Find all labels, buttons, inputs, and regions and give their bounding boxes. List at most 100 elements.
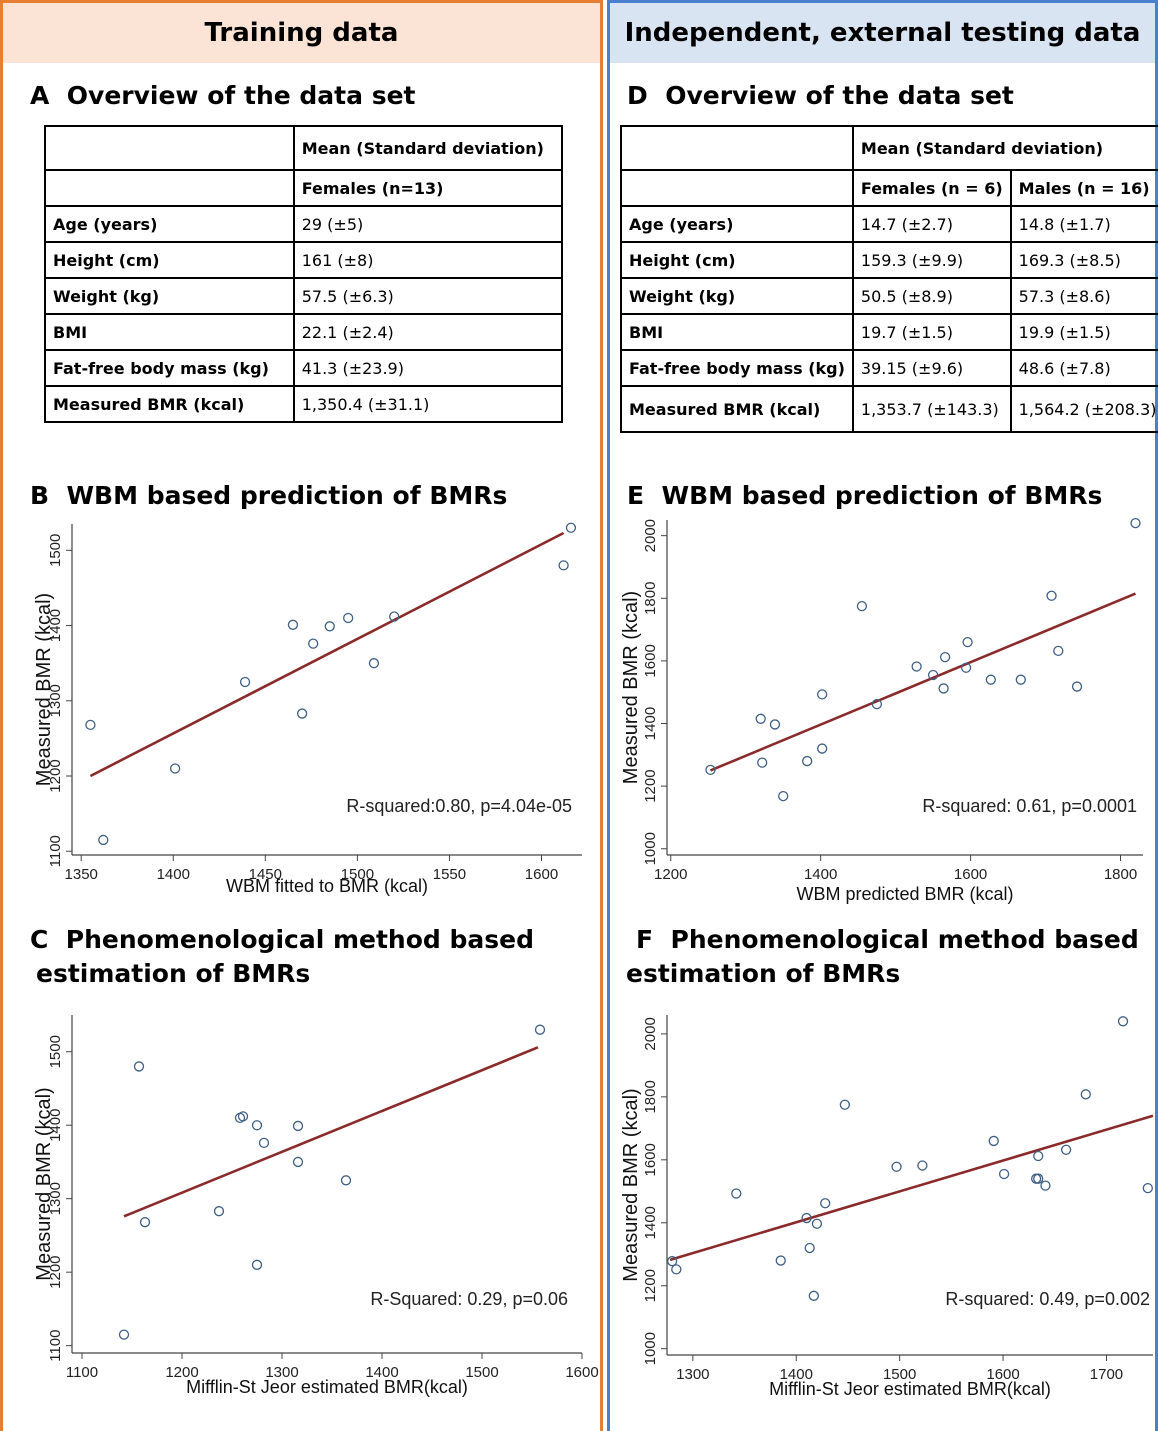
- table-row: Measured BMR (kcal) 1,353.7 (±143.3) 1,564…: [620, 385, 1158, 433]
- row-label: Age (years): [620, 205, 854, 243]
- y-tick-label: 1400: [47, 1109, 64, 1142]
- y-tick-label: 2000: [642, 1017, 659, 1050]
- y-axis-label: Measured BMR (kcal): [33, 1087, 55, 1280]
- data-point: [324, 621, 335, 632]
- data-point: [340, 1175, 352, 1186]
- data-point: [258, 1137, 270, 1149]
- stats-annotation: R-squared: 0.61, p=0.0001: [922, 796, 1137, 816]
- x-tick-label: 1200: [654, 866, 687, 883]
- x-tick-label: 1450: [249, 866, 282, 883]
- data-point: [769, 719, 781, 730]
- data-point: [891, 1161, 902, 1172]
- section-d-heading: D Overview of the data set: [627, 78, 1014, 113]
- data-point: [251, 1259, 263, 1270]
- data-point: [292, 1156, 304, 1168]
- section-a-letter: A: [30, 81, 50, 110]
- y-axis-label: Measured BMR (kcal): [620, 591, 642, 784]
- x-tick-label: 1200: [165, 1364, 198, 1381]
- row-male: 1,564.2 (±208.3): [1009, 385, 1158, 433]
- row-male: 48.6 (±7.8): [1009, 349, 1158, 387]
- data-point: [118, 1329, 130, 1340]
- data-point: [1031, 1173, 1042, 1184]
- section-f-title-line2: estimation of BMRs: [626, 959, 901, 988]
- y-tick-label: 1400: [642, 1206, 659, 1239]
- row-value: 161 (±8): [292, 241, 564, 279]
- table-row: Age (years) 29 (±5): [44, 205, 564, 243]
- data-point: [802, 755, 813, 767]
- table-row: Height (cm) 161 (±8): [44, 241, 564, 279]
- data-point: [292, 1120, 304, 1132]
- section-e-title: WBM based prediction of BMRs: [661, 481, 1103, 510]
- x-axis-label: Mifflin-St Jeor estimated BMR(kcal): [769, 1379, 1051, 1399]
- data-point: [939, 651, 951, 663]
- table-row: Weight (kg) 57.5 (±6.3): [44, 277, 564, 315]
- data-point: [755, 713, 766, 724]
- training-banner: Training data: [3, 3, 600, 63]
- row-label: Height (cm): [620, 241, 854, 279]
- section-d-letter: D: [627, 81, 648, 110]
- data-point: [998, 1168, 1010, 1180]
- row-female: 159.3 (±9.9): [851, 241, 1012, 279]
- y-tick-label: 2000: [642, 519, 659, 552]
- data-point: [169, 763, 181, 774]
- data-point: [308, 638, 319, 649]
- table-row: BMI 22.1 (±2.4): [44, 313, 564, 351]
- row-value: 57.5 (±6.3): [292, 277, 564, 315]
- data-point: [817, 743, 828, 754]
- section-b-title: WBM based prediction of BMRs: [66, 481, 508, 510]
- data-point: [960, 662, 972, 673]
- table-d-corner2: [620, 169, 854, 207]
- y-tick-label: 1300: [47, 684, 64, 717]
- x-tick-label: 1500: [341, 866, 374, 883]
- row-label: Age (years): [44, 205, 295, 243]
- table-row: Fat-free body mass (kg) 39.15 (±9.6) 48.6 …: [620, 349, 1158, 387]
- x-tick-label: 1700: [1090, 1366, 1123, 1383]
- x-tick-label: 1400: [365, 1364, 398, 1381]
- data-point: [139, 1217, 151, 1228]
- table-row: Fat-free body mass (kg) 41.3 (±23.9): [44, 349, 564, 387]
- data-point: [368, 658, 380, 669]
- data-point: [1053, 645, 1064, 657]
- x-tick-label: 1600: [954, 866, 987, 883]
- row-male: 169.3 (±8.5): [1009, 241, 1158, 279]
- row-male: 57.3 (±8.6): [1009, 277, 1158, 315]
- data-point: [820, 1198, 831, 1209]
- data-point: [1015, 674, 1026, 685]
- x-tick-label: 1500: [465, 1364, 498, 1381]
- section-c-title-line1: Phenomenological method based: [65, 925, 535, 954]
- data-point: [985, 674, 996, 685]
- table-row: Measured BMR (kcal) 1,350.4 (±31.1): [44, 385, 564, 423]
- data-point: [667, 1256, 678, 1267]
- y-tick-label: 1300: [47, 1182, 64, 1215]
- x-tick-label: 1300: [265, 1364, 298, 1381]
- section-a-title: Overview of the data set: [66, 81, 416, 110]
- row-female: 14.7 (±2.7): [851, 205, 1012, 243]
- row-label: Weight (kg): [620, 277, 854, 315]
- y-tick-label: 1400: [47, 609, 64, 642]
- section-e-heading: E WBM based prediction of BMRs: [627, 478, 1102, 513]
- row-label: BMI: [620, 313, 854, 351]
- data-point: [133, 1061, 145, 1072]
- data-point: [1142, 1182, 1153, 1194]
- row-label: Weight (kg): [44, 277, 295, 315]
- row-female: 50.5 (±8.9): [851, 277, 1012, 315]
- row-label: Measured BMR (kcal): [620, 385, 854, 433]
- y-tick-label: 1100: [47, 835, 64, 867]
- section-b-heading: B WBM based prediction of BMRs: [30, 478, 507, 513]
- x-axis-label: WBM predicted BMR (kcal): [796, 884, 1013, 904]
- y-tick-label: 1200: [47, 759, 64, 792]
- y-axis-label: Measured BMR (kcal): [620, 1088, 642, 1281]
- section-e-letter: E: [627, 481, 645, 510]
- section-a-heading: A Overview of the data set: [30, 78, 415, 113]
- x-tick-label: 1100: [66, 1364, 98, 1381]
- y-tick-label: 1800: [642, 582, 659, 615]
- stats-annotation: R-squared:0.80, p=4.04e-05: [346, 796, 572, 816]
- data-point: [239, 676, 251, 688]
- x-tick-label: 1400: [157, 866, 190, 883]
- data-point: [1046, 590, 1057, 601]
- data-point: [778, 790, 789, 802]
- row-male: 14.8 (±1.7): [1009, 205, 1158, 243]
- row-female: 39.15 (±9.6): [851, 349, 1012, 387]
- x-tick-label: 1600: [525, 866, 558, 883]
- y-tick-label: 1000: [642, 832, 659, 865]
